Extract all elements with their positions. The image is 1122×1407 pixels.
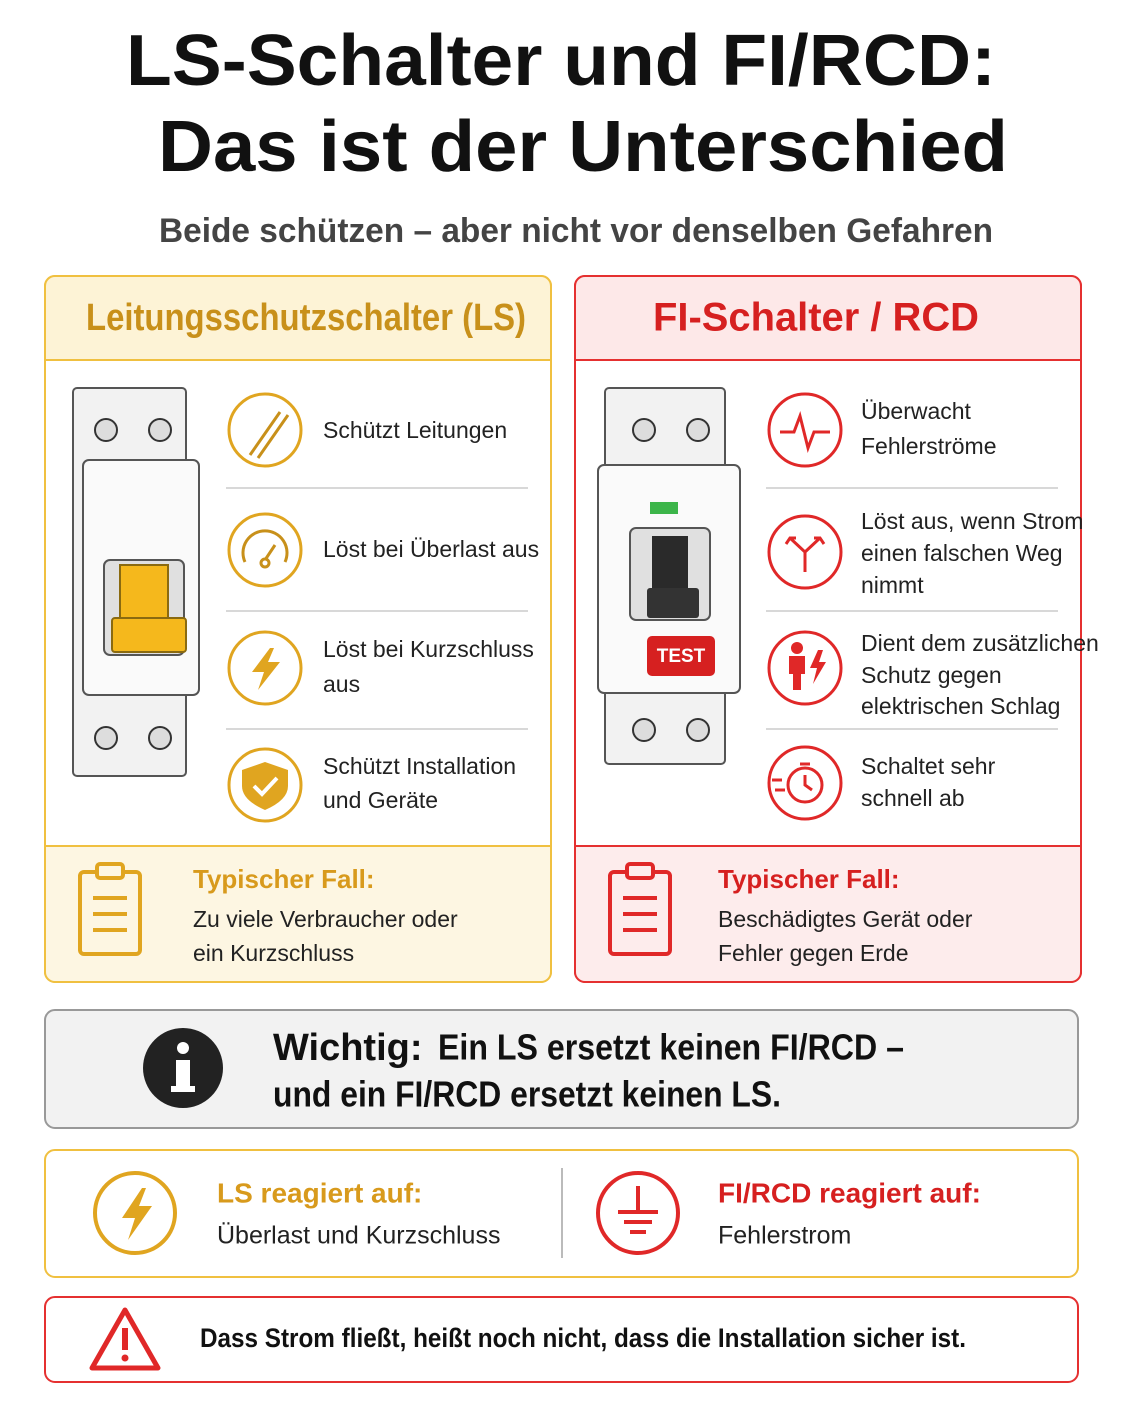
feature-text: nimmt xyxy=(861,572,924,598)
warning-box: Dass Strom fließt, heißt noch nicht, das… xyxy=(44,1296,1079,1383)
feature-text: Überwacht xyxy=(861,398,972,424)
feature-text: aus xyxy=(323,671,360,697)
panel-title: FI-Schalter / RCD xyxy=(653,296,979,340)
feature-text: Dient dem zusätzlichen xyxy=(861,630,1099,656)
important-box: Wichtig: Ein LS ersetzt keinen FI/RCD – … xyxy=(44,1009,1079,1129)
ls-device xyxy=(72,387,200,777)
title: LS-Schalter und FI/RCD: xyxy=(126,21,996,101)
feature-text: schnell ab xyxy=(861,785,965,811)
case-text: Beschädigtes Gerät oder xyxy=(718,906,973,932)
feature-text: Schützt Leitungen xyxy=(323,417,507,443)
react-text: Überlast und Kurzschluss xyxy=(217,1222,500,1250)
react-label: LS reagiert auf: xyxy=(217,1177,422,1208)
feature-text: einen falschen Weg xyxy=(861,540,1063,566)
reacts-box: LS reagiert auf: Überlast und Kurzschlus… xyxy=(44,1149,1079,1278)
feature-text: Löst bei Kurzschluss xyxy=(323,636,534,662)
case-text: Fehler gegen Erde xyxy=(718,940,909,966)
important-text: Ein LS ersetzt keinen FI/RCD – xyxy=(438,1027,904,1068)
react-label: FI/RCD reagiert auf: xyxy=(718,1177,981,1208)
case-text: ein Kurzschluss xyxy=(193,940,354,966)
case-text: Zu viele Verbraucher oder xyxy=(193,906,458,932)
device-label: TEST xyxy=(657,646,706,667)
case-label: Typischer Fall: xyxy=(193,864,375,894)
react-text: Fehlerstrom xyxy=(718,1222,851,1250)
feature-text: und Geräte xyxy=(323,787,438,813)
important-text: und ein FI/RCD ersetzt keinen LS. xyxy=(273,1074,781,1115)
feature-text: Löst bei Überlast aus xyxy=(323,536,539,562)
feature-text: elektrischen Schlag xyxy=(861,693,1060,719)
feature-text: Fehlerströme xyxy=(861,433,996,459)
subtitle: Beide schützen – aber nicht vor denselbe… xyxy=(159,212,993,250)
feature-text: Schutz gegen xyxy=(861,662,1002,688)
warning-text: Dass Strom fließt, heißt noch nicht, das… xyxy=(200,1323,966,1353)
feature-text: Löst aus, wenn Strom xyxy=(861,508,1083,534)
ls-panel: Leitungsschutzschalter (LS) Schützt Leit… xyxy=(44,275,552,983)
feature-text: Schützt Installation xyxy=(323,753,516,779)
important-label: Wichtig: xyxy=(273,1027,423,1069)
case-label: Typischer Fall: xyxy=(718,864,900,894)
rcd-panel: FI-Schalter / RCD TEST Überwacht Fehlers… xyxy=(574,275,1099,983)
feature-text: Schaltet sehr xyxy=(861,753,996,779)
panel-title: Leitungsschutzschalter (LS) xyxy=(86,297,526,339)
title: Das ist der Unterschied xyxy=(158,107,1008,187)
rcd-device: TEST xyxy=(597,387,741,765)
